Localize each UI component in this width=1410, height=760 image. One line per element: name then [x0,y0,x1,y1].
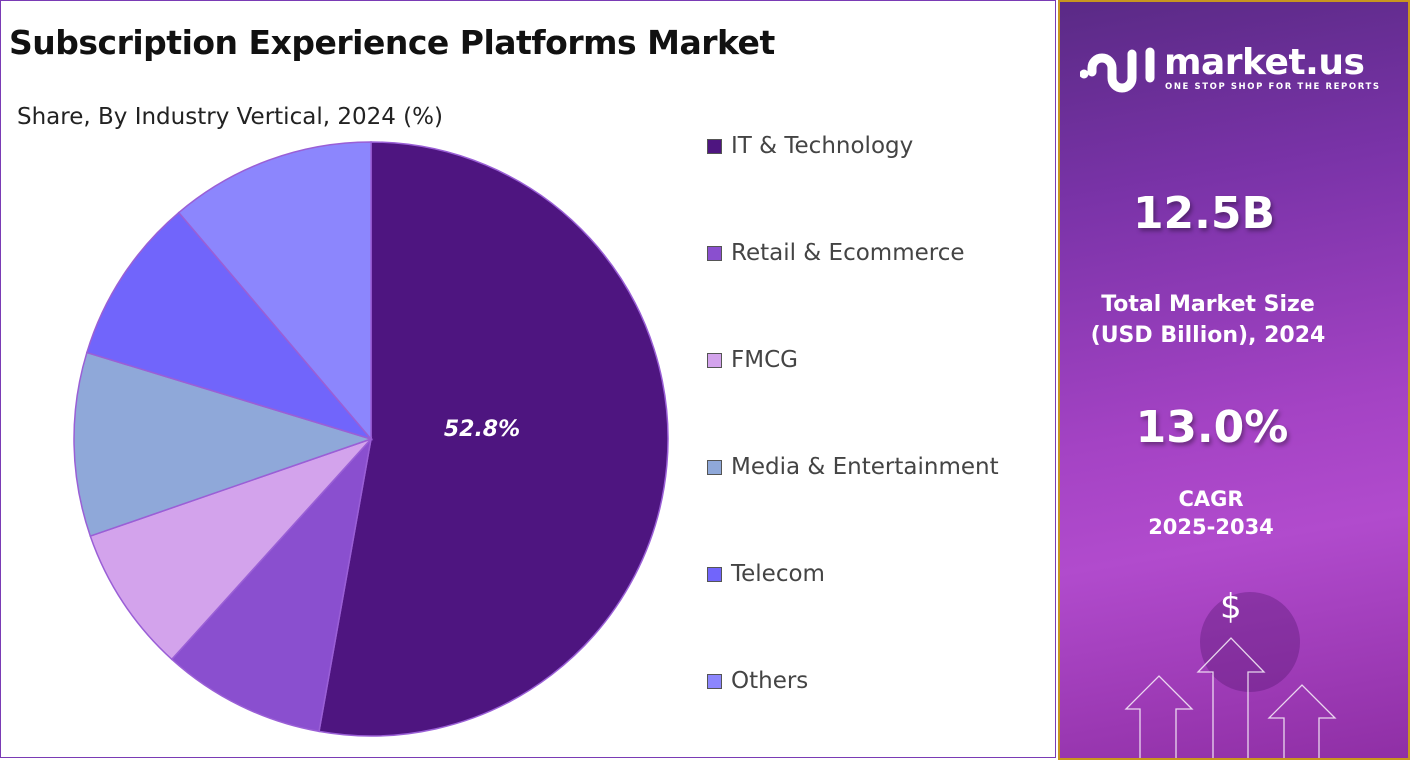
legend-item: Others [707,668,808,694]
chart-subtitle: Share, By Industry Vertical, 2024 (%) [17,104,443,130]
pie-chart: 52.8% [73,141,669,737]
legend-item: Retail & Ecommerce [707,240,965,266]
market-size-caption-line2: (USD Billion), 2024 [1090,323,1326,348]
legend-swatch [707,245,722,261]
pie-slice-telecom [85,211,374,441]
legend-swatch [707,138,722,154]
market-size-caption-line1: Total Market Size [1101,292,1315,317]
legend-item: IT & Technology [707,133,913,159]
pie-slice-retail-ecommerce [170,436,373,733]
pie-slice-others [177,141,372,442]
growth-arrows-icon [1124,592,1337,758]
legend-swatch [707,352,722,368]
cagr-caption-line2: 2025-2034 [1148,515,1274,539]
legend-label: Retail & Ecommerce [731,240,965,266]
legend-label: IT & Technology [731,133,914,159]
dollar-icon: $ [1220,587,1242,627]
legend-label: FMCG [731,347,798,373]
pie-slice-media-entertainment [73,351,374,538]
pie-slice-fmcg [89,438,372,661]
legend-swatch [707,566,722,582]
cagr-value: 13.0% [1135,402,1289,453]
chart-title: Subscription Experience Platforms Market [9,23,775,62]
legend-label: Others [731,668,809,694]
legend-item: Telecom [707,561,825,587]
legend-item: FMCG [707,347,798,373]
summary-panel: market.us ONE STOP SHOP FOR THE REPORTS … [1058,0,1410,760]
legend-swatch [707,673,722,689]
legend-swatch [707,459,722,475]
brand-tagline: ONE STOP SHOP FOR THE REPORTS [1165,82,1381,92]
data-label: 52.8% [444,417,520,442]
market-us-logo-icon [1080,47,1155,93]
legend-label: Media & Entertainment [731,454,999,480]
legend-label: Telecom [731,561,825,587]
cagr-caption-line1: CAGR [1178,487,1244,511]
brand-name: market.us [1164,42,1365,83]
pie-slice-it-technology [318,141,669,737]
legend-item: Media & Entertainment [707,454,999,480]
market-size-value: 12.5B [1132,188,1276,239]
chart-area: Subscription Experience Platforms Market… [0,0,1056,758]
